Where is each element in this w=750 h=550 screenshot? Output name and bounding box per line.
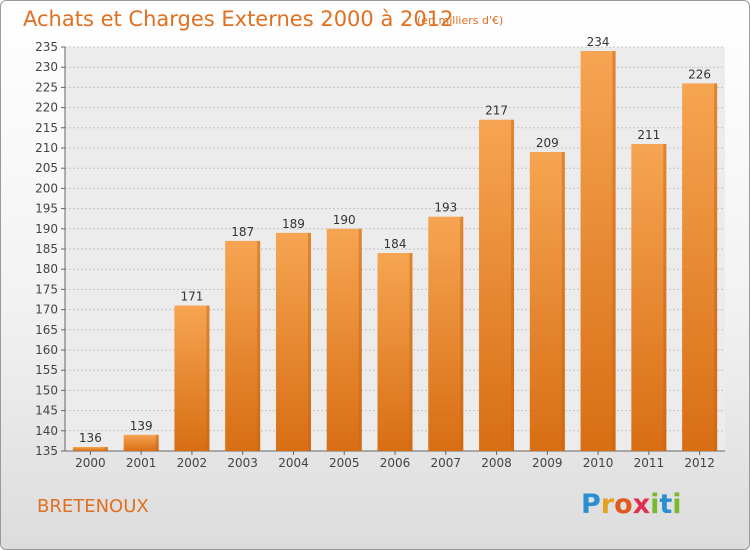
y-tick-label: 180 bbox=[35, 262, 58, 276]
x-tick-label: 2004 bbox=[278, 456, 309, 470]
y-tick-label: 225 bbox=[35, 80, 58, 94]
data-label: 226 bbox=[688, 67, 711, 81]
bar-shade bbox=[511, 119, 515, 451]
logo-letter: o bbox=[614, 489, 633, 520]
bar-shade bbox=[409, 253, 413, 451]
bar bbox=[275, 232, 311, 451]
data-label: 217 bbox=[485, 104, 508, 118]
logo-letter: i bbox=[650, 489, 660, 520]
bar bbox=[326, 228, 362, 451]
bar bbox=[225, 240, 261, 451]
x-tick-label: 2012 bbox=[684, 456, 715, 470]
y-tick-label: 170 bbox=[35, 303, 58, 317]
x-tick-label: 2006 bbox=[380, 456, 411, 470]
y-tick-label: 220 bbox=[35, 101, 58, 115]
x-tick-label: 2008 bbox=[481, 456, 512, 470]
bar bbox=[479, 119, 515, 451]
bar bbox=[123, 434, 159, 451]
bar-shade bbox=[612, 51, 616, 451]
y-tick-label: 185 bbox=[35, 242, 58, 256]
bar-shade bbox=[663, 143, 667, 451]
y-tick-label: 230 bbox=[35, 60, 58, 74]
x-tick-label: 2001 bbox=[126, 456, 157, 470]
chart-subtitle: (en milliers d'€) bbox=[417, 14, 504, 27]
y-tick-label: 140 bbox=[35, 424, 58, 438]
x-tick-label: 2003 bbox=[227, 456, 258, 470]
y-tick-label: 165 bbox=[35, 323, 58, 337]
data-label: 209 bbox=[536, 136, 559, 150]
x-tick-label: 2010 bbox=[583, 456, 614, 470]
bar-shade bbox=[104, 446, 108, 451]
proxiti-logo: Proxiti bbox=[581, 489, 682, 520]
bar-shade bbox=[358, 228, 362, 451]
y-tick-label: 155 bbox=[35, 363, 58, 377]
data-label: 190 bbox=[333, 213, 356, 227]
region-label: BRETENOUX bbox=[37, 496, 149, 517]
y-tick-label: 190 bbox=[35, 222, 58, 236]
bar bbox=[72, 446, 108, 451]
y-tick-label: 235 bbox=[35, 40, 58, 54]
y-tick-label: 205 bbox=[35, 161, 58, 175]
y-tick-label: 195 bbox=[35, 202, 58, 216]
data-label: 211 bbox=[637, 128, 660, 142]
logo-letter: t bbox=[659, 489, 673, 520]
y-tick-label: 200 bbox=[35, 181, 58, 195]
x-tick-label: 2009 bbox=[532, 456, 563, 470]
bar-shade bbox=[307, 232, 311, 451]
y-tick-label: 210 bbox=[35, 141, 58, 155]
x-tick-label: 2011 bbox=[634, 456, 665, 470]
data-label: 189 bbox=[282, 217, 305, 231]
bar bbox=[529, 152, 565, 452]
chart-title: Achats et Charges Externes 2000 à 2012 bbox=[23, 7, 454, 31]
data-label: 139 bbox=[130, 419, 153, 433]
bar bbox=[428, 216, 464, 451]
data-label: 184 bbox=[384, 237, 407, 251]
x-tick-label: 2002 bbox=[177, 456, 208, 470]
bar-shade bbox=[206, 305, 210, 451]
x-tick-label: 2007 bbox=[430, 456, 461, 470]
bar-shade bbox=[714, 83, 718, 452]
bar bbox=[631, 143, 667, 451]
bar-shade bbox=[460, 216, 464, 451]
x-tick-label: 2000 bbox=[75, 456, 106, 470]
data-label: 136 bbox=[79, 431, 102, 445]
y-tick-label: 215 bbox=[35, 121, 58, 135]
x-tick-label: 2005 bbox=[329, 456, 360, 470]
bar-shade bbox=[561, 152, 565, 452]
y-tick-label: 150 bbox=[35, 383, 58, 397]
y-tick-label: 135 bbox=[35, 444, 58, 458]
y-tick-label: 160 bbox=[35, 343, 58, 357]
bar bbox=[580, 51, 616, 451]
logo-letter: x bbox=[632, 489, 651, 520]
bar-shade bbox=[155, 434, 159, 451]
y-tick-label: 175 bbox=[35, 282, 58, 296]
bar-shade bbox=[257, 240, 261, 451]
bar bbox=[174, 305, 210, 451]
data-label: 187 bbox=[231, 225, 254, 239]
logo-letter: i bbox=[672, 489, 682, 520]
logo-letter: P bbox=[581, 489, 601, 520]
data-label: 193 bbox=[434, 201, 457, 215]
data-label: 234 bbox=[587, 35, 610, 49]
logo-letter: r bbox=[600, 489, 615, 520]
y-tick-label: 145 bbox=[35, 404, 58, 418]
bar bbox=[682, 83, 718, 452]
data-label: 171 bbox=[180, 290, 203, 304]
bar bbox=[377, 253, 413, 451]
